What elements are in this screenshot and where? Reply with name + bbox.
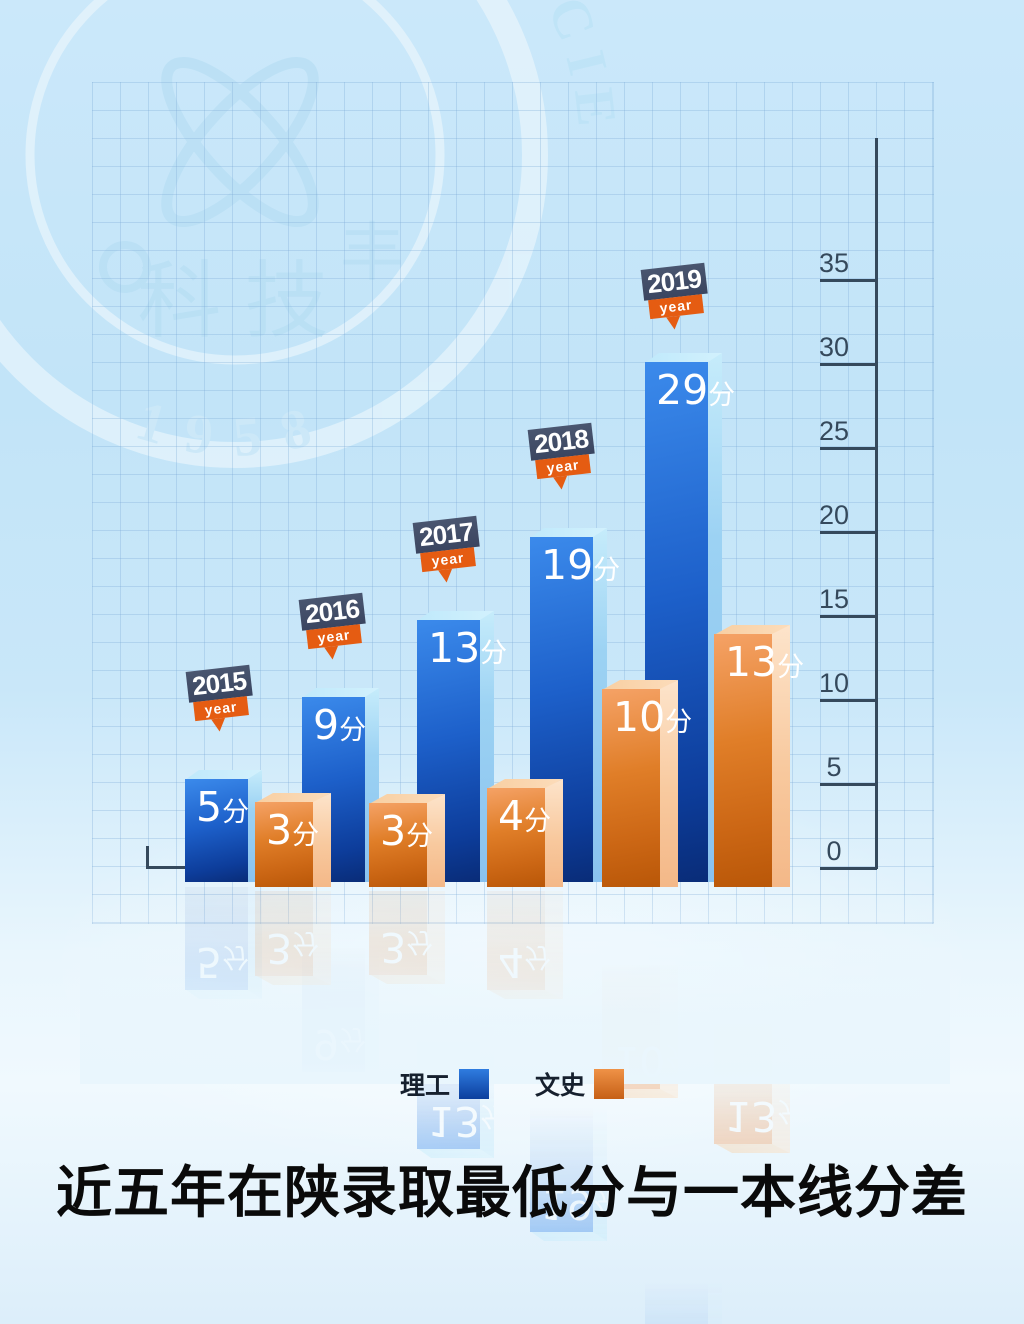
bar-top-face (530, 528, 607, 538)
bar-side-face (427, 794, 445, 887)
y-axis-line (875, 138, 878, 869)
bar-side-face (772, 625, 790, 887)
tick-line-20 (820, 531, 877, 534)
bar-front-face: 10分 (602, 689, 692, 887)
year-flag-pointer (438, 568, 454, 584)
bar-liberal-arts-2019: 13分 (714, 625, 804, 887)
legend-label-science: 理工 (399, 1072, 450, 1100)
bar-front-face: 13分 (714, 634, 804, 887)
bar-top-face (417, 611, 494, 621)
legend-label-liberal-arts: 文史 (535, 1072, 586, 1100)
reflection-fade-overlay (80, 889, 950, 1084)
bar-top-face (645, 353, 722, 363)
bar-science-2015: 5分 (185, 770, 262, 882)
bar-liberal-arts-2015: 3分 (255, 793, 331, 887)
year-flag-pointer (666, 315, 682, 331)
bar-top-face (185, 770, 262, 780)
bar-side-face (313, 793, 331, 887)
bar-value-label: 3分 (266, 806, 320, 854)
bar-value-label: 10分 (613, 693, 693, 741)
legend: 理工 文史 (0, 1066, 1024, 1102)
bar-value-label: 9分 (313, 701, 367, 749)
legend-item-science: 理工 (400, 1066, 489, 1102)
tick-line-5 (820, 783, 877, 786)
bar-value-label: 19分 (541, 541, 621, 589)
bar-value-label: 3分 (380, 807, 434, 855)
tick-label-30: 30 (818, 332, 850, 362)
bar-value-label: 13分 (428, 624, 508, 672)
chart-title: 近五年在陕录取最低分与一本线分差 (56, 1161, 968, 1224)
tick-line-15 (820, 615, 877, 618)
tick-label-15: 15 (818, 584, 850, 614)
bar-front-face: 3分 (255, 802, 319, 887)
bar-front-face: 5分 (185, 779, 250, 882)
tick-line-0 (820, 867, 877, 870)
legend-swatch-liberal-arts (594, 1069, 625, 1099)
bar-liberal-arts-2018: 10分 (602, 680, 692, 887)
baseline-left-cap (146, 846, 149, 869)
bar-top-face (714, 625, 790, 635)
year-flag-2019: 2019 year (640, 262, 714, 332)
year-flag-pointer (211, 717, 227, 733)
legend-item-liberal-arts: 文史 (535, 1066, 625, 1102)
bar-front-face: 4分 (487, 788, 551, 887)
tick-line-10 (820, 699, 877, 702)
university-seal-watermark: XI'AN UNIVERSITY OF SCIENCE AND TECHNOLO… (0, 0, 616, 469)
year-flag-2018: 2018 year (527, 422, 601, 492)
bar-side-face (545, 779, 563, 887)
tick-line-25 (820, 447, 877, 450)
tick-label-10: 10 (818, 668, 850, 698)
seal-mark-icon: 丰 (340, 217, 404, 289)
bar-top-face (602, 680, 678, 690)
year-flag-pointer (324, 645, 340, 661)
seal-characters: 科 技 (137, 254, 328, 348)
bar-front-face: 3分 (369, 803, 433, 887)
bar-value-label: 4分 (498, 792, 552, 840)
bar-top-face (487, 779, 563, 789)
bar-value-label: 5分 (196, 783, 250, 831)
baseline-left-segment (146, 866, 186, 869)
bar-top-face (255, 793, 331, 803)
tick-label-25: 25 (818, 416, 850, 446)
bar-liberal-arts-2016: 3分 (369, 794, 445, 887)
year-flag-2015: 2015 year (185, 664, 259, 734)
bar-value-label: 29分 (656, 366, 736, 414)
seal-outer-ring (0, 0, 548, 468)
tick-label-35: 35 (818, 248, 850, 278)
seal-drum-icon (99, 241, 151, 293)
tick-line-30 (820, 363, 877, 366)
seal-inner-ring (25, 0, 445, 365)
bar-value-label: 13分 (725, 638, 805, 686)
year-flag-2016: 2016 year (298, 592, 372, 662)
year-flag-pointer (553, 475, 569, 491)
tick-label-0: 0 (826, 836, 842, 866)
atom-icon (161, 56, 319, 228)
tick-label-5: 5 (826, 752, 842, 782)
bar-side-face (660, 680, 678, 887)
tick-label-20: 20 (818, 500, 850, 530)
bar-top-face (302, 688, 379, 698)
tick-line-35 (820, 279, 877, 282)
year-flag-2017: 2017 year (412, 515, 486, 585)
bar-liberal-arts-2017: 4分 (487, 779, 563, 887)
legend-swatch-science (459, 1069, 489, 1099)
bar-top-face (369, 794, 445, 804)
